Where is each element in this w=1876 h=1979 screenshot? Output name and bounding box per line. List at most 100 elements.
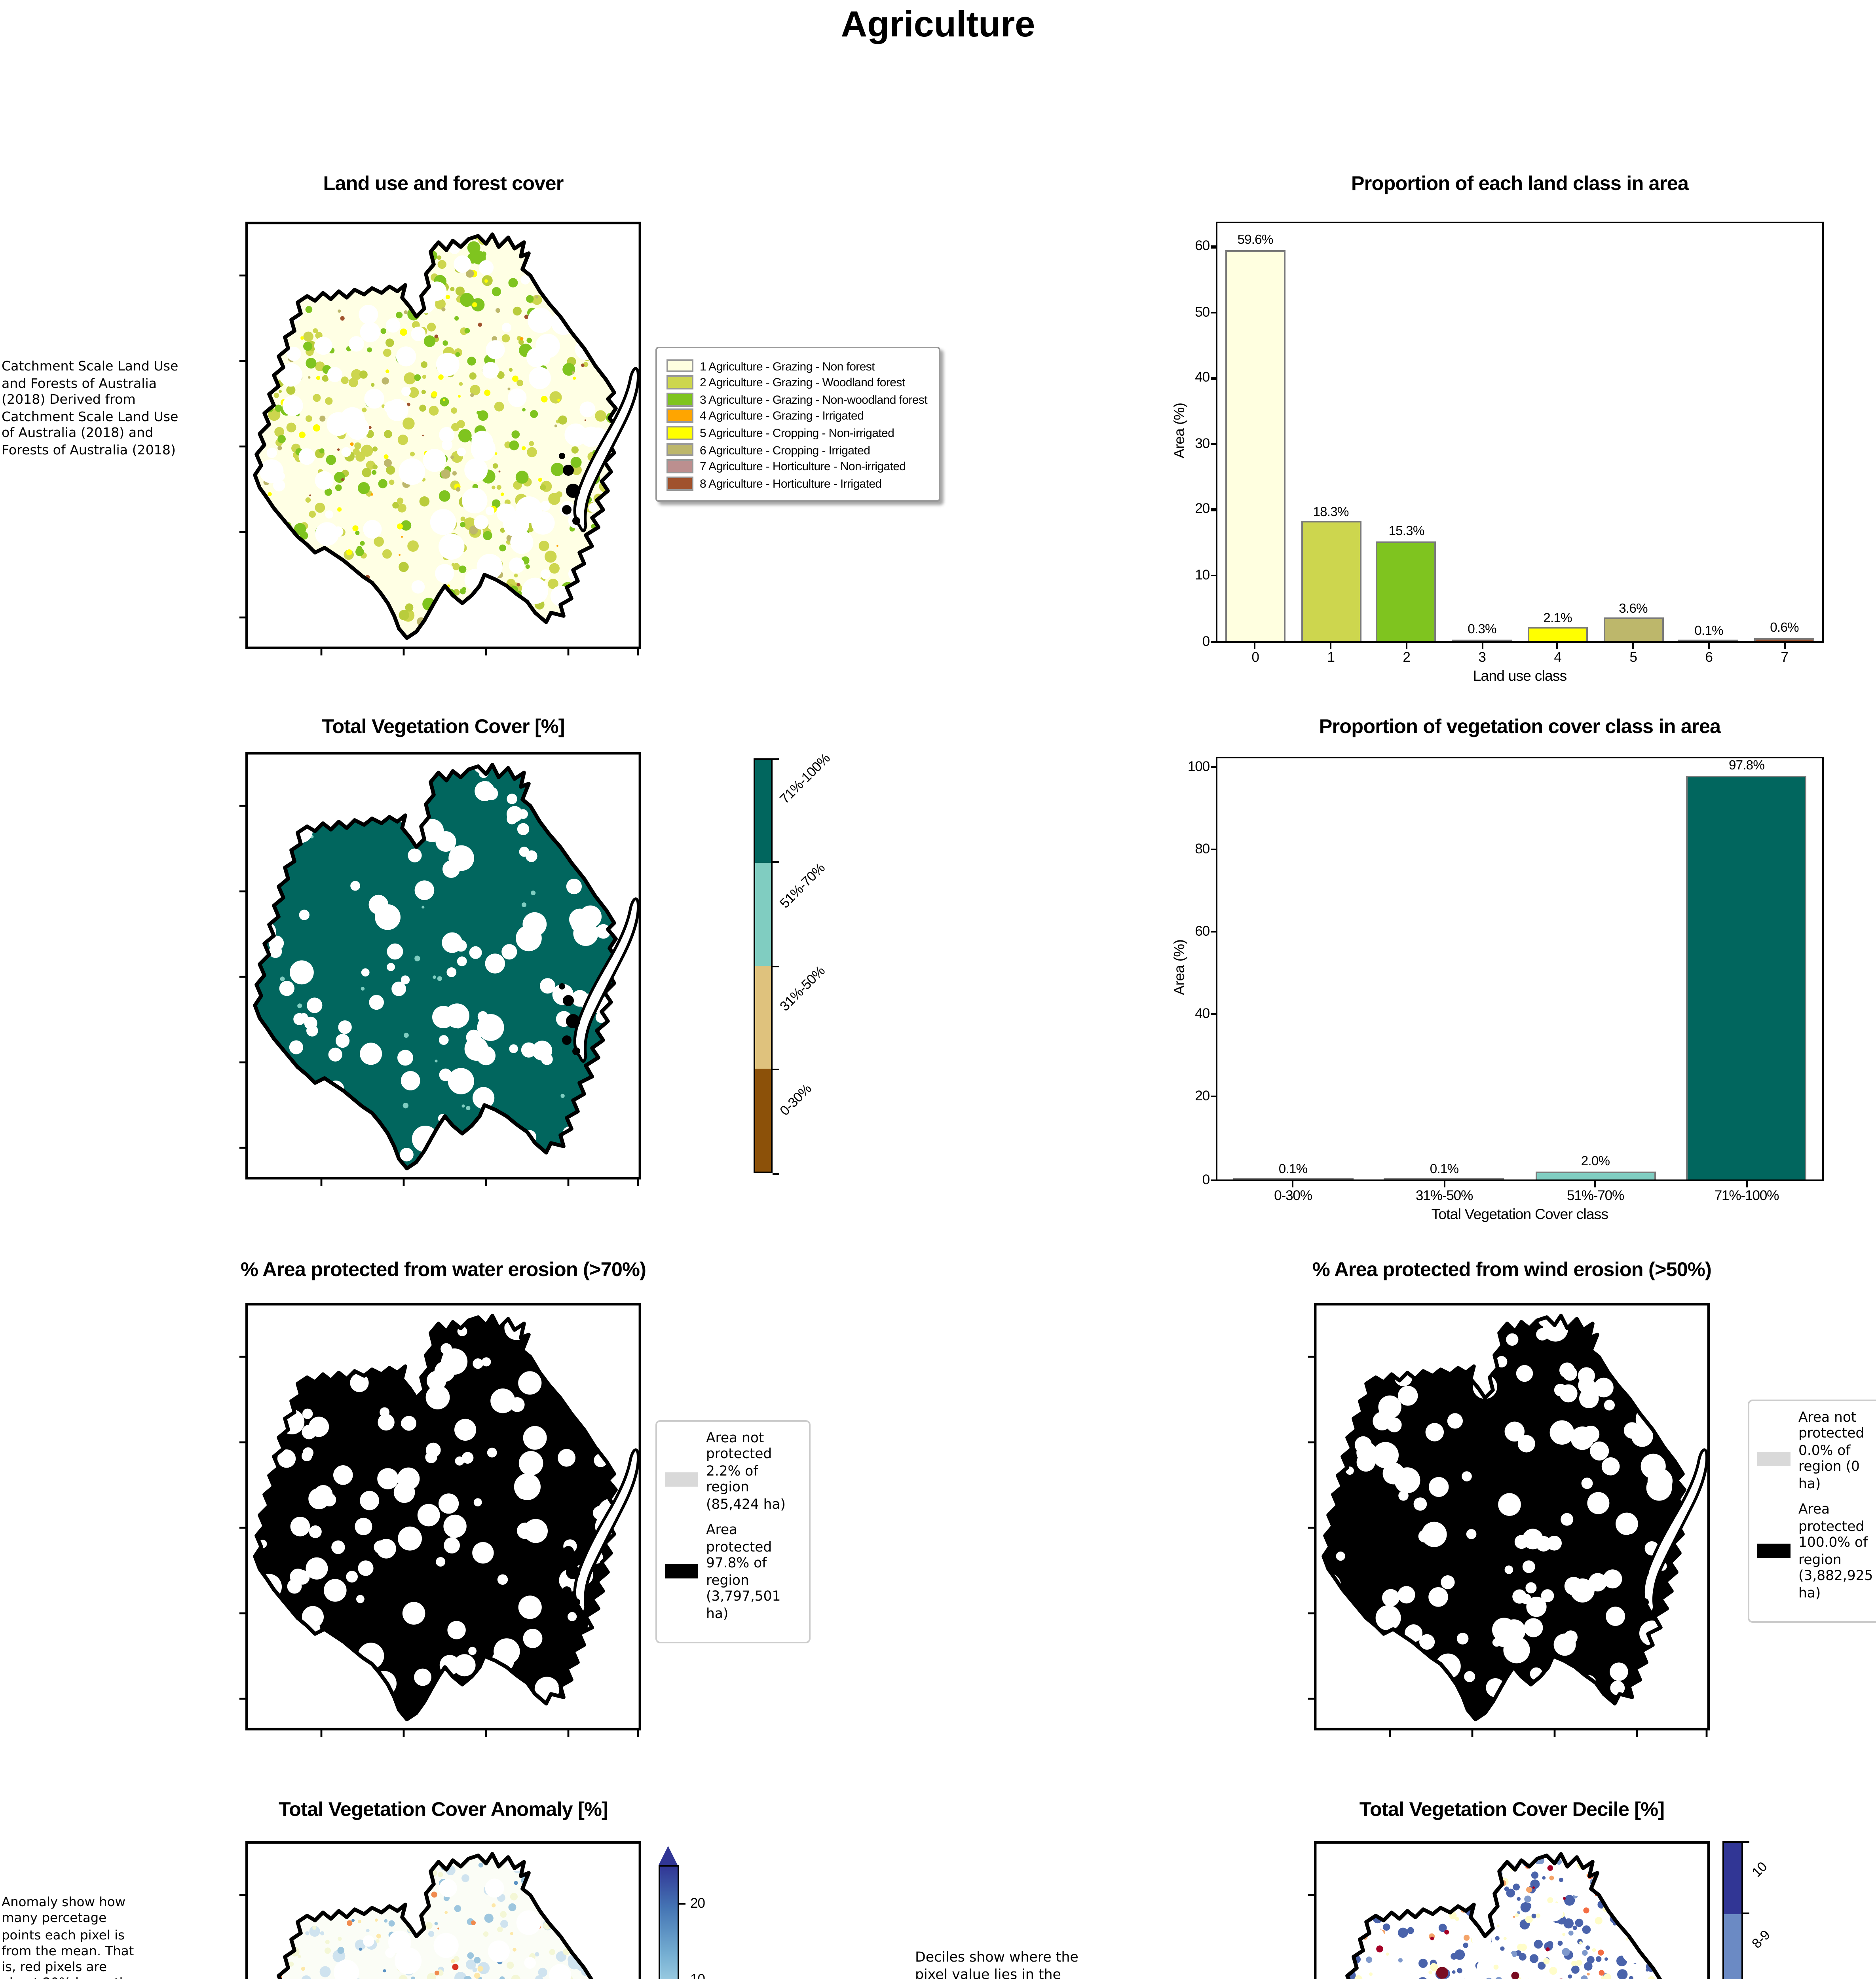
y-tick-mark — [1210, 640, 1217, 642]
decile-colorbar: 108-94-72-31 — [1722, 1840, 1833, 1979]
colorbar-bar — [659, 1865, 679, 1979]
x-tick-mark — [1254, 641, 1256, 648]
x-tick-mark — [1443, 1179, 1445, 1187]
bar-value-label: 3.6% — [1619, 599, 1648, 615]
y-tick-label: 10 — [1195, 566, 1210, 583]
legend-swatch — [666, 460, 693, 474]
legend-item: 7 Agriculture - Horticulture - Non-irrig… — [666, 460, 927, 474]
y-tick-label: 0 — [1202, 1171, 1210, 1187]
legend-item: 1 Agriculture - Grazing - Non forest — [666, 359, 927, 373]
x-axis-label: Land use class — [1473, 668, 1567, 684]
x-tick-mark — [1557, 641, 1559, 648]
colorbar-tick — [773, 758, 779, 760]
decile-map-canvas — [1308, 1841, 1710, 1979]
colorbar-tick — [1743, 1840, 1749, 1842]
x-tick-label: 51%-70% — [1566, 1187, 1624, 1203]
y-tick-mark — [1210, 311, 1217, 314]
bar-value-label: 15.3% — [1388, 522, 1424, 538]
legend-item: 4 Agriculture - Grazing - Irrigated — [666, 409, 927, 424]
wind-map-canvas — [1308, 1303, 1710, 1737]
panel-title-wind-erosion: % Area protected from wind erosion (>50%… — [1312, 1259, 1712, 1281]
colorbar-label: 71%-100% — [776, 750, 833, 807]
colorbar-label: 0-30% — [776, 1080, 815, 1118]
x-tick-mark — [1330, 641, 1332, 648]
bar-4 — [1527, 627, 1588, 641]
y-tick-label: 50 — [1195, 304, 1210, 320]
legend-label: 7 Agriculture - Horticulture - Non-irrig… — [700, 459, 906, 474]
anomaly-map-canvas — [239, 1841, 641, 1979]
x-tick-mark — [1632, 641, 1634, 648]
legend-label: 8 Agriculture - Horticulture - Irrigated — [700, 476, 882, 490]
bar-value-label: 2.1% — [1543, 609, 1572, 625]
legend-swatch — [666, 443, 693, 457]
x-tick-label: 6 — [1705, 649, 1713, 665]
bar-value-label: 0.1% — [1694, 621, 1723, 638]
x-tick-label: 5 — [1629, 649, 1637, 665]
bar-value-label: 97.8% — [1728, 757, 1765, 773]
colorbar-segment — [755, 966, 771, 1069]
colorbar-tick — [773, 861, 779, 863]
colorbar-segment — [1724, 1843, 1741, 1914]
colorbar-label: 10 — [1748, 1858, 1770, 1880]
panel-title-landuse: Land use and forest cover — [323, 173, 564, 195]
x-tick-label: 71%-100% — [1714, 1187, 1779, 1203]
bar-value-label: 18.3% — [1313, 503, 1349, 519]
legend-item: Area protected 100.0% of region (3,882,9… — [1757, 1503, 1876, 1603]
x-tick-mark — [1481, 641, 1483, 648]
legend-label: Area protected 97.8% of region (3,797,50… — [706, 1523, 781, 1623]
y-tick-mark — [1210, 1013, 1217, 1016]
vegclass-chart-ylabel: Area (%) — [1172, 939, 1187, 995]
colorbar-label: 51%-70% — [776, 859, 828, 911]
y-tick-mark — [1210, 1179, 1217, 1181]
x-tick-mark — [1746, 1179, 1748, 1187]
page-title: Agriculture — [841, 3, 1035, 44]
x-tick-label: 31%-50% — [1415, 1187, 1473, 1203]
legend-item: 5 Agriculture - Cropping - Non-irrigated — [666, 426, 927, 440]
bar-value-label: 0.6% — [1770, 619, 1799, 635]
y-tick-mark — [1210, 377, 1217, 380]
landuse-note: Catchment Scale Land Use and Forests of … — [2, 358, 178, 457]
bar-31%-50% — [1384, 1178, 1505, 1179]
y-tick-mark — [1210, 509, 1217, 511]
legend-swatch — [666, 409, 693, 424]
y-tick-mark — [1210, 931, 1217, 933]
anomaly-colorbar: 20100−10−20 — [659, 1846, 754, 1979]
legend-swatch — [666, 392, 693, 406]
y-tick-label: 0 — [1202, 632, 1210, 648]
panel-title-vegclass-chart: Proportion of vegetation cover class in … — [1319, 716, 1721, 738]
colorbar-tick — [773, 965, 779, 967]
vegcover-map-canvas — [239, 752, 641, 1186]
bar-3 — [1452, 639, 1512, 641]
bar-6 — [1679, 640, 1739, 641]
legend-label: Area protected 100.0% of region (3,882,9… — [1798, 1503, 1873, 1602]
y-tick-label: 40 — [1195, 369, 1210, 386]
legend-swatch — [666, 376, 693, 390]
x-tick-label: 4 — [1554, 649, 1562, 665]
water-erosion-legend: Area not protected 2.2% of region (85,42… — [655, 1420, 811, 1644]
x-tick-mark — [1292, 1179, 1294, 1187]
bar-5 — [1603, 617, 1663, 641]
anomaly-map — [239, 1841, 641, 1979]
colorbar-segment — [755, 1069, 771, 1172]
vegclass-chart: 0 20 40 60 80 100 0.1% 0-30% 0.1% 31%-50% 2.0% 51%-… — [1188, 757, 1824, 1222]
bar-value-label: 2.0% — [1581, 1153, 1610, 1169]
bar-value-label: 0.3% — [1468, 621, 1496, 637]
legend-label: 6 Agriculture - Cropping - Irrigated — [700, 443, 870, 457]
water-erosion-map — [239, 1303, 641, 1737]
colorbar-label: 31%-50% — [776, 963, 828, 1014]
landuse-map — [239, 222, 641, 655]
y-tick-label: 60 — [1195, 238, 1210, 254]
legend-item: 3 Agriculture - Grazing - Non-woodland f… — [666, 392, 928, 406]
x-tick-label: 1 — [1327, 649, 1335, 665]
bar-2 — [1376, 541, 1437, 641]
panel-title-vegcover: Total Vegetation Cover [%] — [322, 716, 565, 738]
x-tick-mark — [1783, 641, 1785, 648]
panel-title-water-erosion: % Area protected from water erosion (>70… — [240, 1259, 646, 1281]
legend-label: 5 Agriculture - Cropping - Non-irrigated — [700, 425, 894, 440]
not-protected-swatch — [1757, 1452, 1791, 1465]
bar-value-label: 0.1% — [1278, 1160, 1308, 1176]
y-tick-mark — [1210, 443, 1217, 445]
legend-label: Area not protected 2.2% of region (85,42… — [706, 1431, 786, 1514]
legend-label: Area not protected 0.0% of region (0 ha) — [1798, 1411, 1865, 1493]
